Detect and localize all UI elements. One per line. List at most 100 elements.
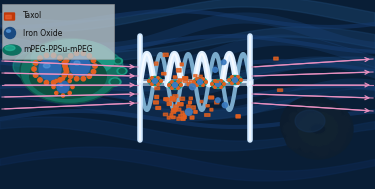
Circle shape [302,143,312,153]
Circle shape [314,141,330,157]
FancyBboxPatch shape [189,80,195,83]
FancyBboxPatch shape [173,95,178,97]
FancyBboxPatch shape [181,111,184,115]
Circle shape [171,87,173,89]
FancyBboxPatch shape [170,114,173,117]
Circle shape [58,56,62,60]
Circle shape [75,51,79,56]
Circle shape [39,58,61,80]
Ellipse shape [283,99,353,159]
Circle shape [213,67,218,72]
Ellipse shape [211,80,225,88]
Circle shape [313,134,325,146]
Circle shape [62,77,64,80]
FancyBboxPatch shape [183,113,186,116]
Ellipse shape [30,39,115,79]
Circle shape [70,56,90,76]
FancyBboxPatch shape [183,80,188,82]
Circle shape [326,125,338,137]
Ellipse shape [44,64,50,68]
FancyBboxPatch shape [190,116,194,119]
Circle shape [81,77,86,81]
Circle shape [92,58,96,63]
Circle shape [237,82,239,84]
FancyBboxPatch shape [172,109,177,111]
Circle shape [231,82,233,84]
FancyBboxPatch shape [179,115,182,118]
FancyBboxPatch shape [183,115,186,118]
Circle shape [318,105,336,123]
FancyBboxPatch shape [172,109,177,111]
Circle shape [322,115,334,127]
Circle shape [153,78,158,84]
Ellipse shape [228,75,242,84]
FancyBboxPatch shape [177,108,181,111]
Text: Taxol: Taxol [23,12,42,20]
Circle shape [223,83,225,85]
Circle shape [307,136,323,153]
Circle shape [36,55,64,83]
FancyBboxPatch shape [189,97,192,100]
Ellipse shape [170,82,180,88]
Circle shape [220,86,222,88]
FancyBboxPatch shape [181,117,185,120]
Circle shape [221,60,226,64]
Ellipse shape [148,77,162,85]
Circle shape [160,80,162,82]
FancyBboxPatch shape [166,98,171,101]
Circle shape [307,133,319,145]
Circle shape [298,111,311,124]
Circle shape [283,122,297,136]
FancyBboxPatch shape [180,63,183,66]
Ellipse shape [3,45,21,55]
Circle shape [69,54,73,58]
Circle shape [336,129,347,139]
FancyBboxPatch shape [154,62,158,65]
Circle shape [231,76,233,78]
Circle shape [193,81,195,83]
Circle shape [298,121,310,133]
Circle shape [237,76,239,78]
FancyBboxPatch shape [178,103,183,106]
FancyBboxPatch shape [163,53,168,57]
Circle shape [93,64,97,68]
FancyBboxPatch shape [187,82,190,86]
FancyBboxPatch shape [186,111,190,113]
Circle shape [157,83,159,85]
Circle shape [185,108,192,115]
FancyBboxPatch shape [155,87,160,90]
Circle shape [298,101,316,119]
Circle shape [44,53,49,58]
Ellipse shape [6,30,10,32]
Circle shape [68,79,71,83]
Ellipse shape [119,69,125,73]
Circle shape [290,116,308,134]
FancyBboxPatch shape [183,77,188,80]
Circle shape [205,81,207,83]
FancyBboxPatch shape [191,106,195,109]
FancyBboxPatch shape [187,105,190,108]
Circle shape [51,53,56,58]
Circle shape [220,80,222,82]
Ellipse shape [74,61,80,65]
FancyBboxPatch shape [167,116,170,119]
Circle shape [168,84,170,86]
Circle shape [211,83,213,85]
Circle shape [216,81,220,87]
FancyBboxPatch shape [206,105,209,107]
Ellipse shape [111,79,119,85]
Circle shape [328,130,346,147]
Circle shape [326,120,338,132]
Circle shape [44,81,49,85]
Circle shape [57,81,69,93]
Circle shape [62,73,67,77]
Circle shape [64,58,69,63]
Circle shape [32,67,36,71]
Circle shape [327,136,342,151]
FancyBboxPatch shape [154,101,158,104]
Circle shape [151,77,153,79]
FancyBboxPatch shape [177,69,181,72]
Circle shape [202,84,204,86]
Circle shape [180,84,182,86]
Circle shape [38,78,42,82]
